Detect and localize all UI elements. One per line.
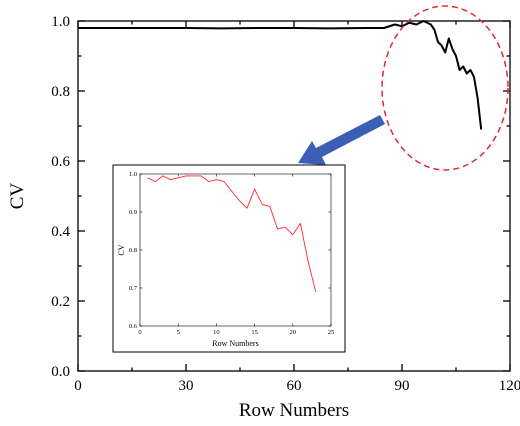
inset-plot: 0 5 10 15 20 25 0.6 0.7 0.8 0.9 1.0 Row Numbers CV bbox=[112, 164, 346, 353]
y-axis-title: CV bbox=[7, 183, 28, 210]
y-tick-label: 0.6 bbox=[129, 323, 138, 330]
x-axis-title: Row Numbers bbox=[212, 339, 258, 348]
x-tick-label: 15 bbox=[251, 329, 258, 336]
x-axis-title: Row Numbers bbox=[239, 400, 349, 421]
annotation-overlay bbox=[298, 5, 509, 171]
y-tick-label: 0.0 bbox=[51, 364, 70, 380]
highlight-ellipse bbox=[381, 5, 509, 171]
x-tick-label: 20 bbox=[290, 329, 297, 336]
x-tick-label: 10 bbox=[213, 329, 220, 336]
x-tick-label: 30 bbox=[179, 378, 194, 394]
x-tick-label: 120 bbox=[499, 378, 520, 394]
y-tick-label: 1.0 bbox=[129, 171, 137, 178]
x-tick-label: 60 bbox=[287, 378, 302, 394]
y-tick-label: 1.0 bbox=[51, 14, 70, 30]
arrow-icon bbox=[298, 115, 385, 165]
y-tick-label: 0.9 bbox=[129, 209, 137, 216]
series-line bbox=[78, 20, 483, 130]
x-tick-label: 0 bbox=[138, 329, 141, 336]
x-tick-label: 90 bbox=[395, 378, 410, 394]
main-plot: 0 30 60 90 120 0.0 0.2 0.4 0.6 0.8 1.0 Row Numbers C… bbox=[7, 14, 520, 421]
y-tick-label: 0.7 bbox=[129, 285, 138, 292]
y-tick-label: 0.8 bbox=[129, 247, 137, 254]
inset-background bbox=[112, 164, 346, 353]
x-tick-label: 25 bbox=[328, 329, 335, 336]
y-tick-label: 0.6 bbox=[51, 154, 70, 170]
y-tick-label: 0.2 bbox=[51, 294, 70, 310]
y-tick-label: 0.8 bbox=[51, 84, 70, 100]
y-axis-title: CV bbox=[117, 244, 126, 255]
x-tick-label: 0 bbox=[74, 378, 82, 394]
x-tick-label: 5 bbox=[177, 329, 180, 336]
y-tick-label: 0.4 bbox=[51, 224, 70, 240]
